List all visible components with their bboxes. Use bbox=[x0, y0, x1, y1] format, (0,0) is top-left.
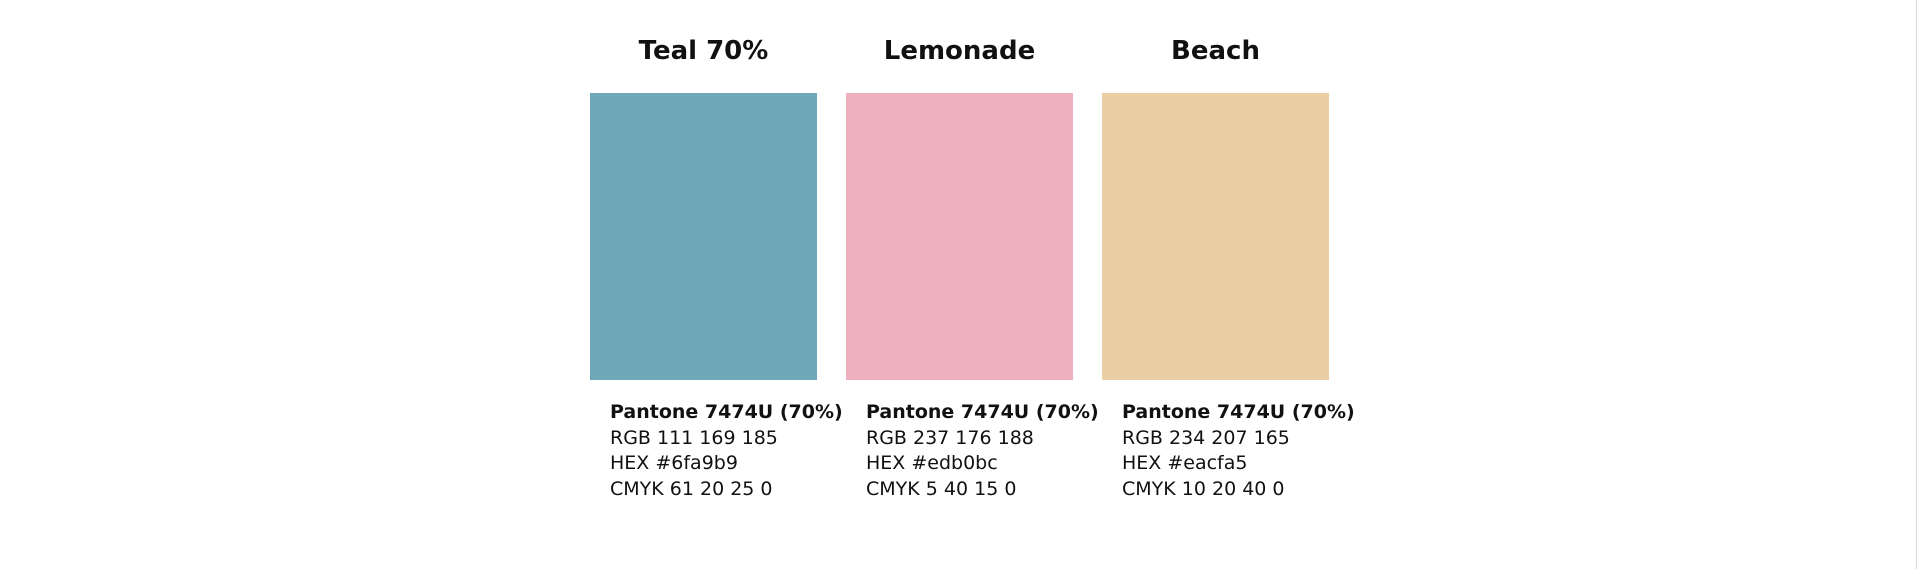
rgb-label: RGB 111 169 185 bbox=[610, 426, 778, 449]
swatch-title: Lemonade bbox=[883, 36, 1036, 66]
color-specs: Pantone 7474U (70%) RGB 111 169 185 HEX #6… bbox=[610, 400, 850, 503]
pantone-label: Pantone 7474U (70%) bbox=[1122, 401, 1355, 423]
hex-label: HEX #6fa9b9 bbox=[610, 452, 738, 475]
color-specs: Pantone 7474U (70%) RGB 234 207 165 HEX #e… bbox=[1122, 400, 1362, 503]
rgb-label: RGB 237 176 188 bbox=[866, 426, 1034, 449]
color-specs: Pantone 7474U (70%) RGB 237 176 188 HEX #e… bbox=[866, 400, 1106, 503]
color-swatch bbox=[846, 93, 1073, 380]
hex-label: HEX #eacfa5 bbox=[1122, 452, 1248, 475]
color-swatch bbox=[590, 93, 817, 380]
swatch-title: Beach bbox=[1171, 36, 1260, 66]
pantone-label: Pantone 7474U (70%) bbox=[610, 401, 843, 423]
cmyk-label: CMYK 5 40 15 0 bbox=[866, 478, 1017, 501]
cmyk-label: CMYK 61 20 25 0 bbox=[610, 478, 773, 501]
pantone-label: Pantone 7474U (70%) bbox=[866, 401, 1099, 423]
rgb-label: RGB 234 207 165 bbox=[1122, 426, 1290, 449]
page-edge bbox=[1916, 0, 1917, 569]
swatch-title: Teal 70% bbox=[638, 36, 769, 66]
cmyk-label: CMYK 10 20 40 0 bbox=[1122, 478, 1285, 501]
hex-label: HEX #edb0bc bbox=[866, 452, 998, 475]
color-swatch bbox=[1102, 93, 1329, 380]
